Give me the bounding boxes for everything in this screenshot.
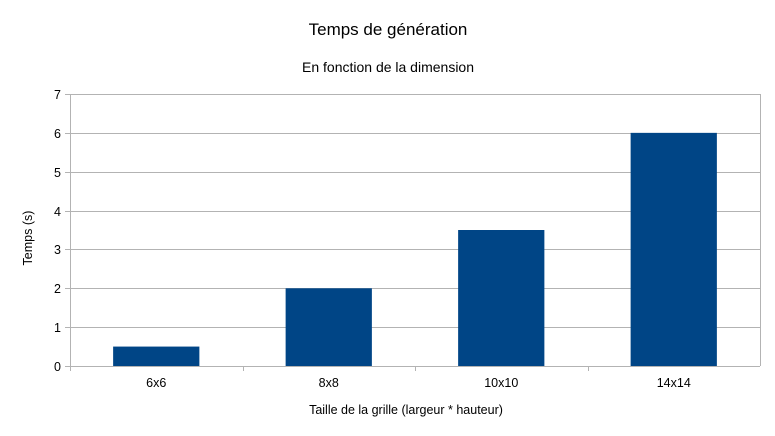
bar-6x6 <box>113 346 200 366</box>
bars <box>113 132 717 366</box>
x-axis-label: Taille de la grille (largeur * hauteur) <box>309 403 503 417</box>
y-tick-labels: 0 1 2 3 4 5 6 7 <box>54 88 61 374</box>
bar-14x14 <box>630 132 717 366</box>
y-tick-label: 2 <box>54 282 61 296</box>
y-tick-label: 3 <box>54 243 61 257</box>
x-tick-label: 8x8 <box>319 376 339 390</box>
x-tick-labels: 6x6 8x8 10x10 14x14 <box>146 376 691 390</box>
chart-title: Temps de génération <box>309 20 468 39</box>
bar-10x10 <box>458 230 545 366</box>
y-tick-label: 7 <box>54 88 61 102</box>
axes <box>65 94 761 371</box>
y-tick-label: 6 <box>54 127 61 141</box>
y-tick-label: 1 <box>54 321 61 335</box>
y-tick-label: 0 <box>54 360 61 374</box>
gridlines <box>65 94 760 367</box>
x-tick-label: 6x6 <box>146 376 166 390</box>
x-tick-label: 10x10 <box>484 376 518 390</box>
y-tick-label: 5 <box>54 166 61 180</box>
bar-8x8 <box>285 288 372 366</box>
x-tick-label: 14x14 <box>657 376 691 390</box>
chart-subtitle: En fonction de la dimension <box>302 59 474 75</box>
y-tick-label: 4 <box>54 205 61 219</box>
y-axis-label: Temps (s) <box>21 211 35 266</box>
